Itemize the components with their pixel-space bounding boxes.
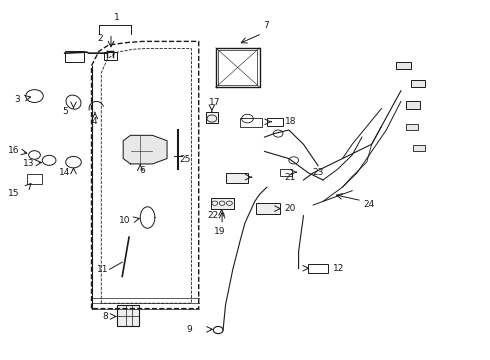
Text: 3: 3	[14, 95, 20, 104]
Bar	[226, 173, 248, 183]
Text: 16: 16	[8, 146, 20, 155]
Text: 2: 2	[97, 35, 103, 44]
Bar	[406, 102, 420, 109]
Bar	[65, 51, 84, 62]
Bar	[308, 264, 328, 273]
Bar	[396, 62, 411, 69]
Text: 21: 21	[284, 173, 295, 182]
Bar	[206, 112, 218, 123]
Text: 18: 18	[285, 117, 296, 126]
Text: 14: 14	[59, 168, 71, 177]
Text: 6: 6	[140, 166, 146, 175]
Text: 15: 15	[8, 189, 20, 198]
Text: 19: 19	[214, 227, 225, 236]
Bar	[27, 174, 42, 184]
Bar	[117, 305, 139, 327]
Text: 17: 17	[209, 98, 220, 107]
Bar	[256, 203, 280, 214]
Text: 5: 5	[62, 107, 68, 116]
Text: 7: 7	[263, 21, 269, 30]
Text: 13: 13	[23, 159, 34, 168]
Bar	[411, 80, 425, 87]
Text: 24: 24	[363, 200, 374, 209]
Bar	[280, 168, 292, 176]
Bar	[267, 118, 283, 126]
Text: 8: 8	[103, 312, 109, 321]
Text: 22: 22	[208, 211, 219, 220]
Text: 4: 4	[91, 117, 97, 126]
Bar	[211, 198, 234, 208]
Text: 25: 25	[179, 155, 191, 164]
Text: 23: 23	[312, 168, 323, 177]
Text: 9: 9	[187, 325, 193, 334]
Bar	[240, 118, 262, 127]
Polygon shape	[123, 135, 167, 164]
Bar	[413, 145, 425, 152]
Text: 10: 10	[119, 216, 130, 225]
Text: 1: 1	[114, 13, 120, 22]
Text: 12: 12	[333, 264, 344, 273]
Text: 11: 11	[97, 265, 109, 274]
Bar	[406, 123, 418, 130]
Text: 20: 20	[284, 204, 295, 213]
Bar	[104, 53, 117, 60]
